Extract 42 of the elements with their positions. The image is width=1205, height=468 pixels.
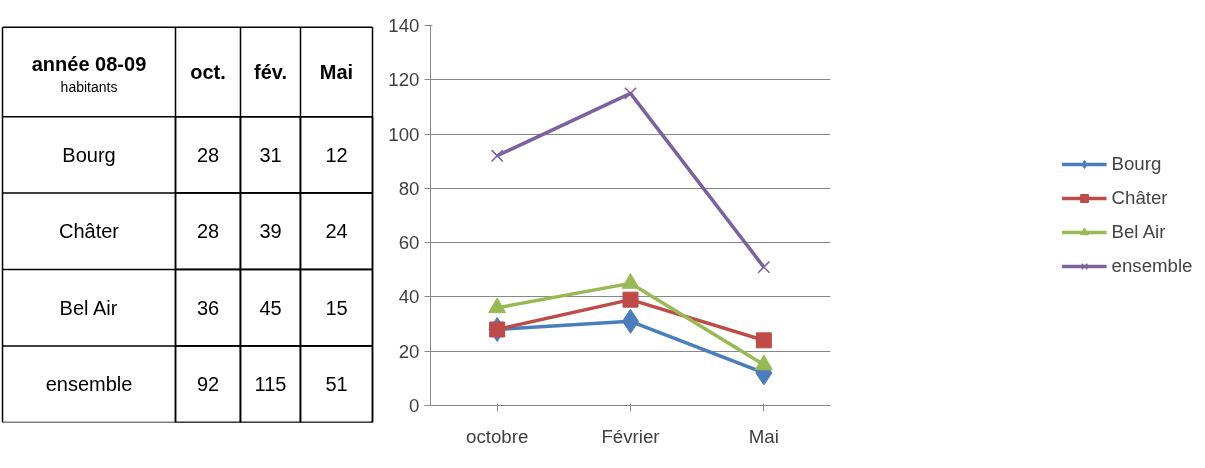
y-tick-label: 20 — [398, 340, 420, 362]
point — [624, 86, 637, 100]
data-label: 45 — [259, 296, 282, 319]
x-tick-label: Février — [601, 425, 660, 447]
data-label: 24 — [325, 220, 348, 243]
data-label: 51 — [325, 373, 348, 396]
x-tick-label: fév. — [254, 60, 287, 83]
y-tick-label: 140 — [388, 15, 420, 36]
chart-title: année 08-09 — [31, 52, 147, 75]
point — [490, 149, 504, 163]
y-tick-label: Bourg — [62, 143, 116, 166]
y-tick-label: 60 — [398, 232, 420, 254]
point — [489, 321, 506, 338]
y-tick-label: 80 — [398, 177, 420, 199]
y-tick-label: Bel Air — [59, 296, 118, 319]
legend-label: Bel Air — [1111, 221, 1166, 243]
legend-label: Châter — [1111, 187, 1168, 209]
x-tick-label: oct. — [190, 60, 226, 83]
data-label: 115 — [254, 373, 287, 396]
legend-label: ensemble — [1111, 255, 1193, 277]
x-tick-label: Mai — [748, 425, 779, 447]
x-tick-label: octobre — [466, 425, 529, 447]
data-label: 28 — [196, 143, 220, 166]
point — [755, 332, 772, 349]
data-label: 12 — [325, 143, 348, 166]
point — [622, 291, 639, 308]
y-tick-label: 120 — [388, 69, 420, 91]
data-label: 92 — [196, 373, 220, 396]
legend-label: Bourg — [1111, 153, 1162, 175]
y-tick-label: 40 — [398, 286, 420, 308]
chart-subtitle: habitants — [60, 78, 118, 95]
data-label: 15 — [325, 296, 348, 319]
y-tick-label: 0 — [409, 395, 420, 416]
point — [757, 260, 771, 274]
data-label: 36 — [196, 296, 220, 319]
data-label: 39 — [259, 220, 282, 243]
x-tick-label: Mai — [319, 60, 354, 83]
data-label: 31 — [259, 143, 282, 166]
y-tick-label: Châter — [58, 220, 120, 243]
data-label: 28 — [196, 220, 220, 243]
y-tick-label: ensemble — [45, 373, 133, 396]
y-tick-label: 100 — [388, 123, 420, 145]
